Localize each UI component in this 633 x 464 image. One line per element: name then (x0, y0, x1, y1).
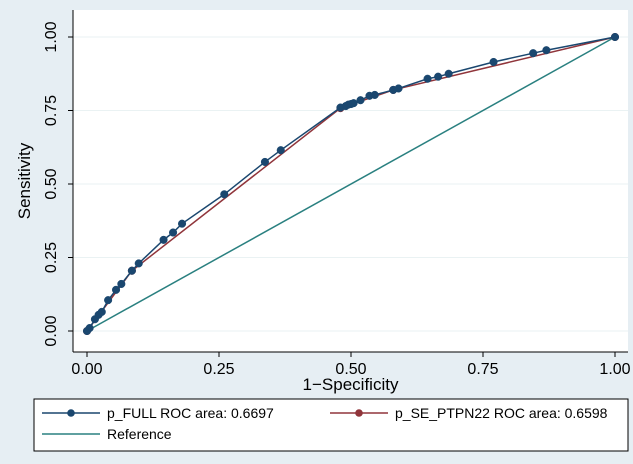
legend-swatch-marker (67, 409, 75, 417)
y-tick-label: 0.00 (43, 315, 60, 346)
x-tick-label: 0.75 (467, 361, 498, 378)
data-point (349, 99, 358, 108)
data-point (85, 324, 94, 333)
data-point (542, 46, 551, 55)
data-point (159, 235, 168, 244)
y-tick-label: 0.50 (43, 168, 60, 199)
x-tick-label: 0.00 (71, 361, 102, 378)
data-point (434, 72, 443, 81)
data-point (117, 279, 126, 289)
data-point (169, 228, 178, 237)
x-tick-label: 1.00 (599, 361, 630, 378)
data-point (177, 219, 187, 228)
axes: 0.00 0.25 0.50 0.75 1.00 0.00 0.25 0.50 0.75 1.00 (43, 10, 631, 378)
data-point (610, 32, 620, 42)
data-point (529, 49, 538, 58)
y-tick-label: 1.00 (43, 21, 60, 52)
data-point (97, 307, 106, 316)
legend: p_FULL ROC area: 0.6697 p_SE_PTPN22 ROC a… (33, 398, 629, 452)
data-point (370, 90, 379, 99)
legend-label: p_FULL ROC area: 0.6697 (107, 405, 274, 421)
data-point (394, 84, 403, 93)
series-2 (86, 36, 616, 332)
series-line (86, 36, 616, 332)
legend-item: p_SE_PTPN22 ROC area: 0.6598 (330, 405, 608, 421)
data-point (444, 69, 453, 78)
data-point (220, 190, 229, 199)
legend-swatch-marker (355, 409, 363, 417)
y-axis-label: Sensitivity (15, 142, 34, 219)
data-point (260, 157, 269, 166)
data-point (127, 266, 136, 275)
x-axis-label: 1−Specificity (303, 375, 399, 394)
series-layer (82, 32, 620, 336)
data-point (134, 259, 143, 268)
y-tick-label: 0.75 (43, 95, 60, 126)
data-point (104, 296, 113, 305)
legend-box (33, 398, 629, 452)
data-point (111, 285, 121, 294)
x-tick-label: 0.50 (335, 361, 366, 378)
data-point (356, 96, 365, 105)
data-point (489, 57, 498, 67)
y-tick-label: 0.25 (43, 242, 60, 273)
series-0 (82, 32, 620, 336)
legend-item: p_FULL ROC area: 0.6697 (42, 405, 274, 421)
legend-label: p_SE_PTPN22 ROC area: 0.6598 (395, 405, 608, 421)
legend-label: Reference (107, 426, 172, 442)
legend-item: Reference (42, 426, 172, 442)
data-point (276, 146, 285, 155)
plot-area (73, 10, 628, 352)
data-point (423, 74, 432, 83)
x-tick-label: 0.25 (203, 361, 234, 378)
